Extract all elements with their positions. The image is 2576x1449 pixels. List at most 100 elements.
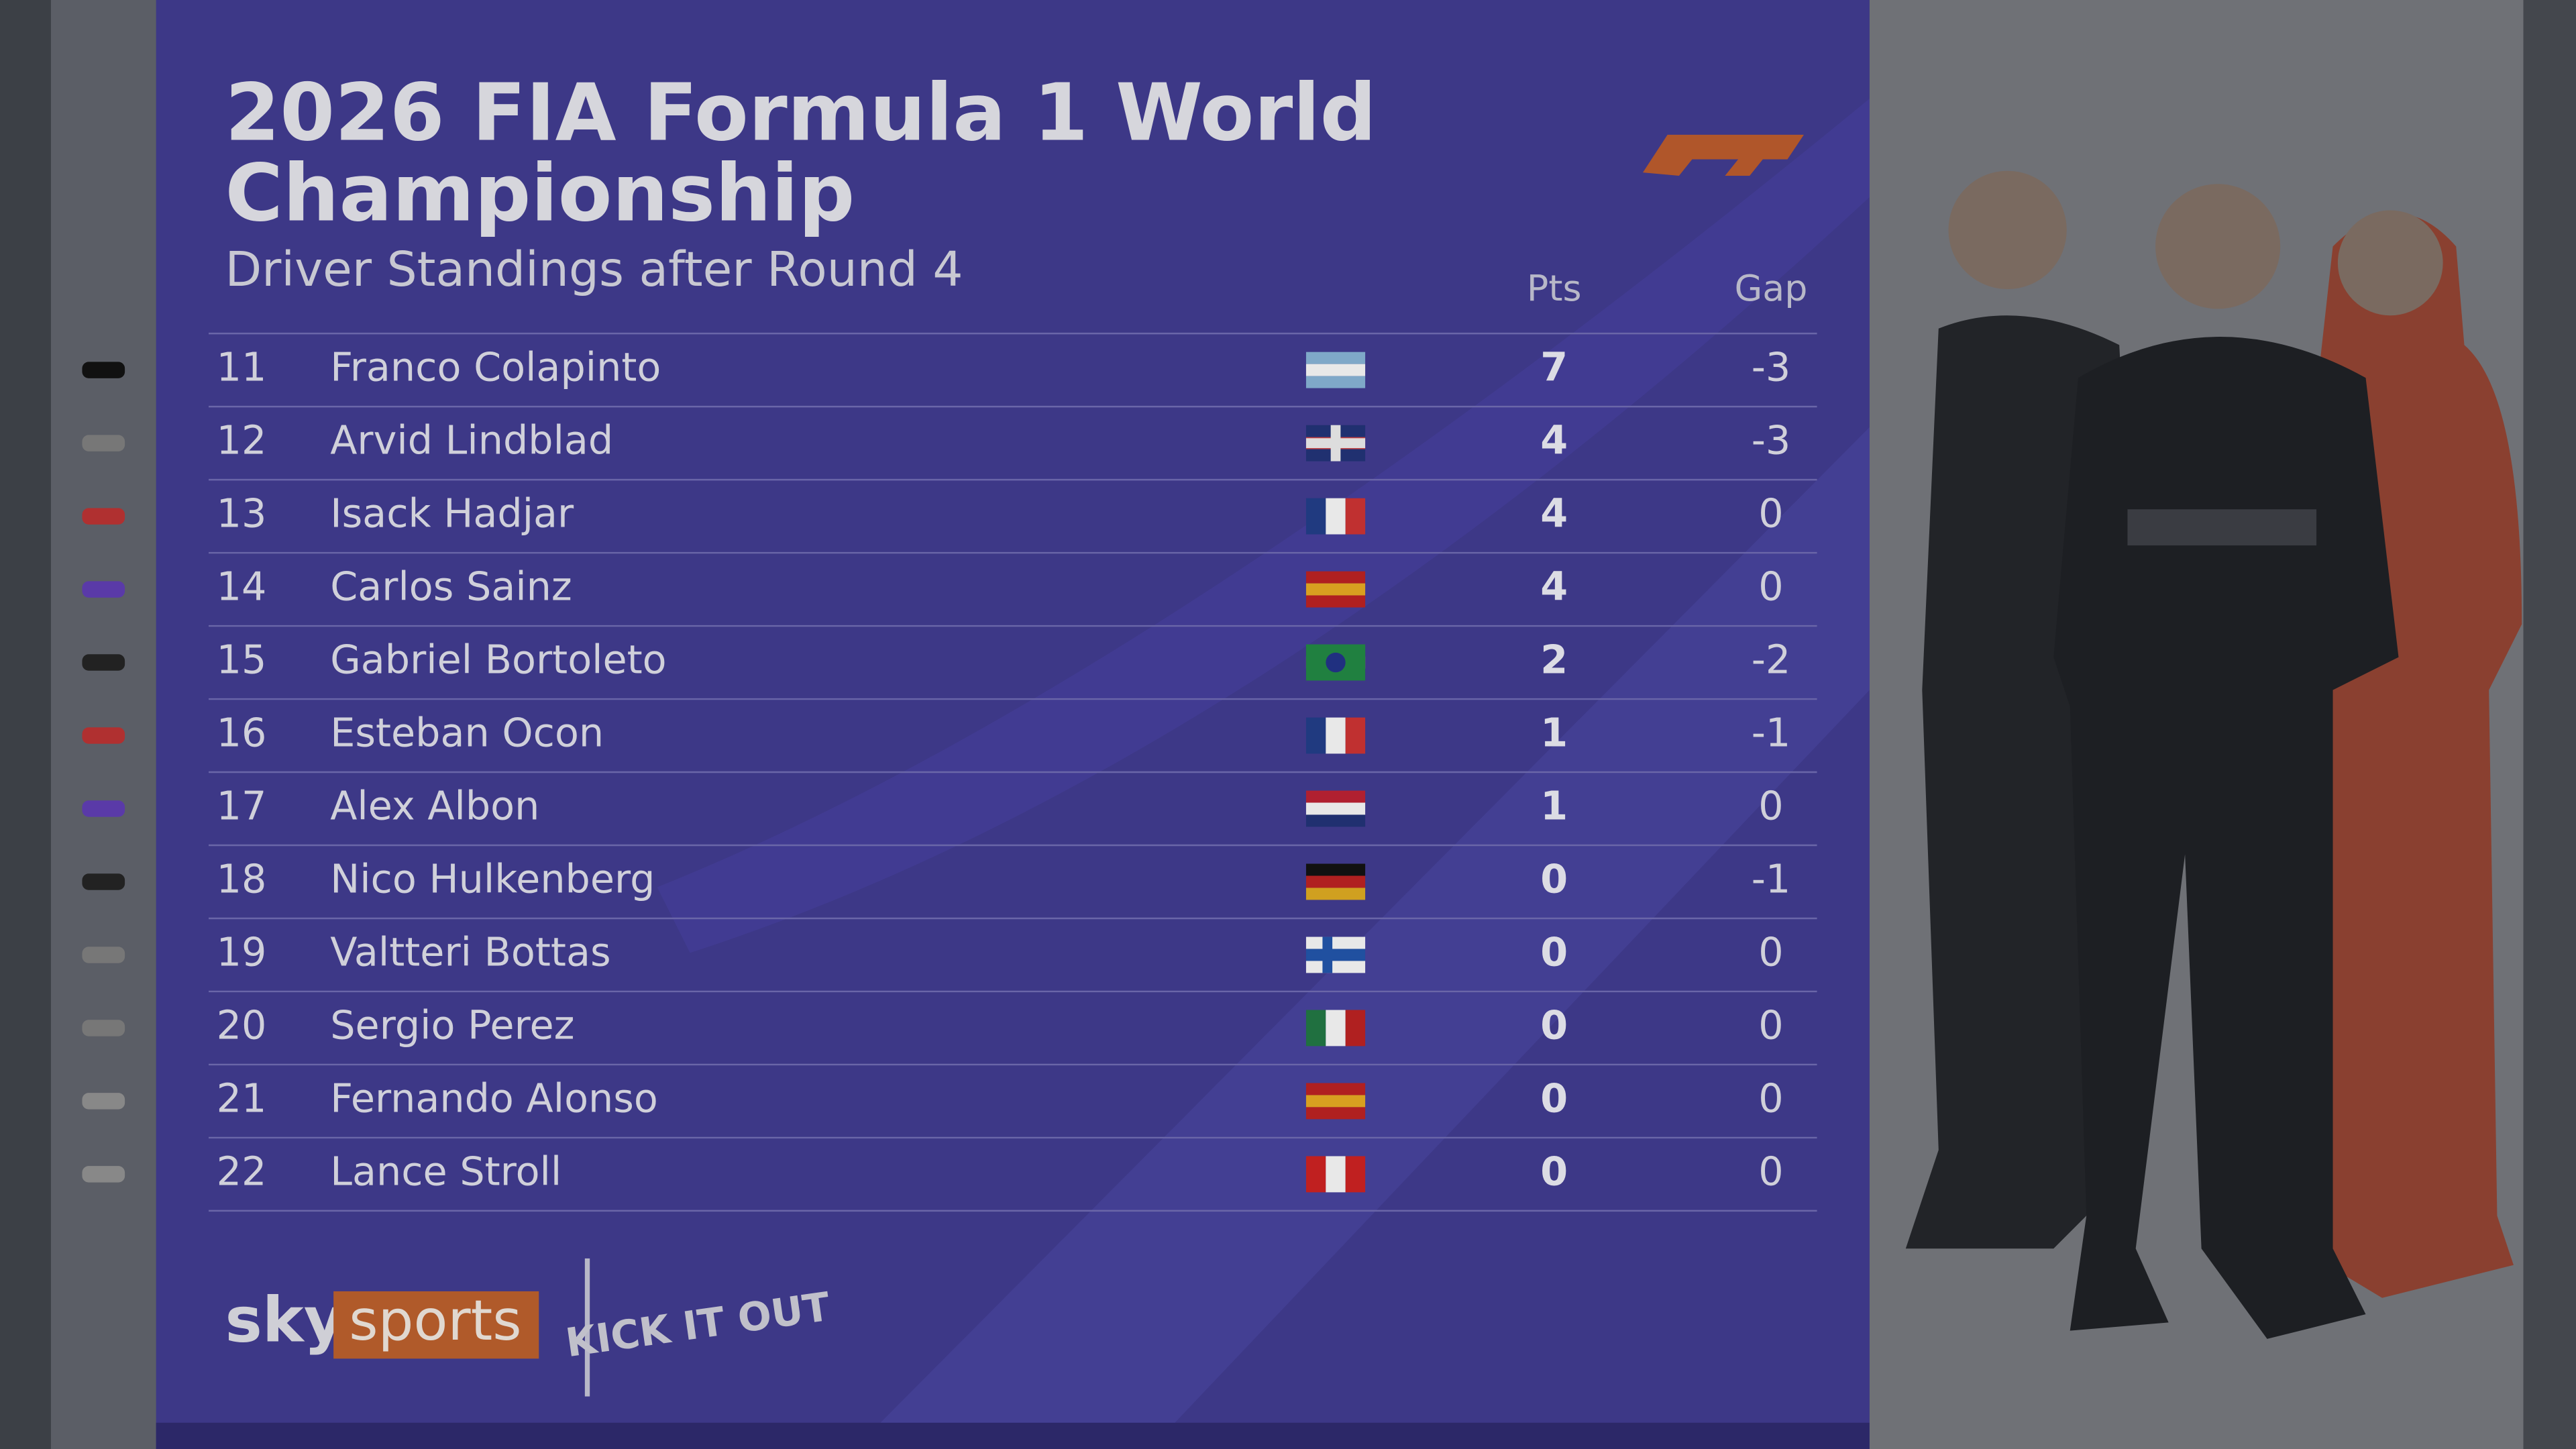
flag — [1305, 1083, 1366, 1120]
flag-stripe — [1305, 863, 1366, 876]
gap: 0 — [1758, 1002, 1783, 1049]
position: 11 — [217, 344, 267, 390]
position: 16 — [217, 710, 267, 756]
flag-stripe — [1305, 814, 1366, 827]
team-logo — [82, 873, 125, 890]
gap: -2 — [1752, 637, 1791, 683]
flag-stripe — [1326, 1156, 1346, 1193]
flag-stripe — [1305, 364, 1366, 376]
team-logo — [82, 1093, 125, 1110]
team-strip — [50, 0, 158, 1449]
flag — [1305, 571, 1366, 608]
position: 22 — [217, 1148, 267, 1195]
flag-stripe — [1345, 717, 1366, 754]
gap: -1 — [1752, 710, 1791, 756]
flag — [1305, 1010, 1366, 1046]
position: 17 — [217, 783, 267, 829]
driver-name: Esteban Ocon — [330, 710, 604, 756]
flag-stripe — [1305, 949, 1366, 961]
team-logo — [82, 1166, 125, 1183]
flag-cross — [1330, 425, 1341, 462]
driver-name: Franco Colapinto — [330, 344, 661, 390]
driver-name: Sergio Perez — [330, 1002, 574, 1049]
gap: -3 — [1752, 344, 1791, 390]
flag-stripe — [1305, 936, 1366, 949]
points: 0 — [1540, 1075, 1568, 1122]
points: 7 — [1540, 344, 1568, 390]
points: 4 — [1540, 417, 1568, 464]
gap: 0 — [1758, 1148, 1783, 1195]
sports-logo: sports — [349, 1288, 521, 1353]
position: 13 — [217, 490, 267, 537]
flag-stripe — [1305, 376, 1366, 388]
flag-stripe — [1305, 583, 1366, 596]
team-logo — [82, 1020, 125, 1036]
flag-stripe — [1305, 1010, 1326, 1046]
flag-stripe — [1305, 802, 1366, 815]
flag-cross — [1322, 936, 1333, 973]
team-logo — [82, 947, 125, 963]
team-logo — [82, 581, 125, 598]
panel-swoosh — [657, 98, 1870, 953]
flag-stripe — [1305, 790, 1366, 803]
driver-name: Valtteri Bottas — [330, 929, 610, 975]
column-header: Gap — [1735, 267, 1808, 309]
driver-name: Arvid Lindblad — [330, 417, 613, 464]
flag-stripe — [1305, 1083, 1366, 1095]
flag-stripe — [1305, 352, 1366, 364]
flag — [1305, 644, 1366, 681]
driver-photo — [1905, 170, 2522, 1339]
gap: 0 — [1758, 929, 1783, 975]
flag-stripe — [1345, 1010, 1366, 1046]
flag-stripe — [1345, 1156, 1366, 1193]
flag — [1305, 790, 1366, 827]
team-logo — [82, 362, 125, 378]
flag — [1305, 425, 1366, 462]
flag — [1305, 863, 1366, 900]
flag-stripe — [1305, 1107, 1366, 1120]
driver-name: Nico Hulkenberg — [330, 856, 655, 902]
flag-stripe — [1305, 717, 1326, 754]
position: 19 — [217, 929, 267, 975]
flag-stripe — [1305, 595, 1366, 608]
sky-logo: sky — [225, 1283, 345, 1356]
flag — [1305, 936, 1366, 973]
column-header: Pts — [1527, 267, 1582, 309]
subtitle: Driver Standings after Round 4 — [225, 241, 963, 297]
side-edge — [2523, 0, 2576, 1449]
driver-name: Gabriel Bortoleto — [330, 637, 666, 683]
driver-name: Lance Stroll — [330, 1148, 561, 1195]
points: 4 — [1540, 490, 1568, 537]
gap: 0 — [1758, 1075, 1783, 1122]
flag-stripe — [1305, 961, 1366, 973]
points: 4 — [1540, 564, 1568, 610]
gap: 0 — [1758, 783, 1783, 829]
team-logo — [82, 800, 125, 817]
gap: -3 — [1752, 417, 1791, 464]
position: 15 — [217, 637, 267, 683]
title: Championship — [225, 148, 855, 239]
f1-logo — [1642, 134, 1804, 176]
sports-badge — [333, 1291, 539, 1359]
driver-name: Alex Albon — [330, 783, 539, 829]
flag-stripe — [1305, 1156, 1326, 1193]
points: 1 — [1540, 783, 1568, 829]
title: 2026 FIA Formula 1 World — [225, 67, 1377, 159]
flag-stripe — [1326, 498, 1346, 535]
team-logo — [82, 435, 125, 451]
driver-name: Fernando Alonso — [330, 1075, 658, 1122]
flag — [1305, 352, 1366, 388]
flag-stripe — [1305, 498, 1326, 535]
points: 0 — [1540, 1148, 1568, 1195]
panel-footer — [156, 1422, 1870, 1449]
points: 0 — [1540, 1002, 1568, 1049]
team-logo — [82, 508, 125, 525]
driver-name: Isack Hadjar — [330, 490, 574, 537]
flag-stripe — [1305, 1095, 1366, 1108]
flag-stripe — [1305, 875, 1366, 888]
flag-stripe — [1305, 571, 1366, 584]
flag-stripe — [1326, 717, 1346, 754]
standings-table: 11 Franco Colapinto 7 -3 1 2 Arvid Lindblad 4 -3… — [82, 332, 1817, 1212]
points: 2 — [1540, 637, 1568, 683]
flag-stripe — [1345, 498, 1366, 535]
